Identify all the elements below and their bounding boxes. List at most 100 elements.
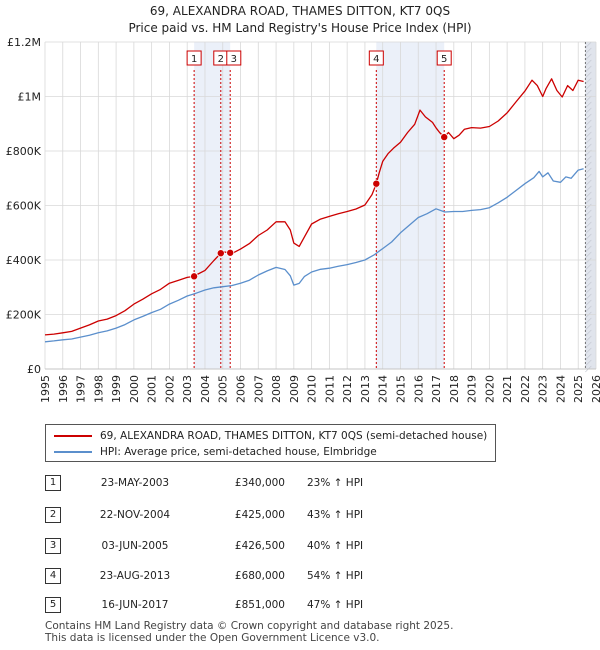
hatch-line [585,131,592,139]
hatch-line [585,89,592,97]
x-tick-label: 2013 [359,375,372,403]
x-tick-label: 2025 [572,375,585,403]
hatch-line [585,311,592,319]
y-tick-label: £800K [6,145,42,158]
hatch-line [585,305,592,313]
transaction-number: 2 [45,507,61,523]
transaction-label-text: 3 [231,54,237,65]
x-tick-label: 2009 [288,375,301,403]
transaction-price: £680,000 [234,570,285,582]
table-row: 2 22-NOV-2004 £425,000 43% ↑ HPI [45,507,465,523]
transaction-label-text: 1 [191,54,197,65]
hatch-line [585,251,592,259]
x-tick-label: 2004 [199,375,212,403]
x-tick-label: 2003 [181,375,194,403]
legend-swatch-property [54,435,92,437]
hatch-line [585,197,592,205]
y-tick-label: £1.2M [7,36,41,49]
hpi-line [44,168,584,343]
transaction-lines [193,42,586,369]
transaction-price: £851,000 [234,599,285,611]
hatch-line [585,263,592,271]
chart-subtitle: Price paid vs. HM Land Registry's House … [128,21,472,35]
hatch-line [585,143,592,151]
x-tick-label: 2015 [394,375,407,403]
hatch-line [585,227,592,235]
table-row: 4 23-AUG-2013 £680,000 54% ↑ HPI [45,568,465,584]
x-tick-label: 2012 [341,375,354,403]
hatch-line [585,155,592,163]
x-tick-label: 2020 [483,375,496,403]
x-tick-label: 2018 [448,375,461,403]
transaction-number: 4 [45,568,61,584]
x-tick-label: 2014 [377,375,390,403]
x-tick-label: 1998 [92,375,105,403]
hatch-line [585,281,592,289]
legend-label-hpi: HPI: Average price, semi-detached house,… [100,446,377,458]
hatch-line [585,209,592,217]
x-tick-label: 2023 [537,375,550,403]
hatch-line [585,125,592,133]
hatch-line [585,329,592,337]
hatch-line [585,167,592,175]
hatch-line [585,191,592,199]
transaction-label-text: 4 [373,54,379,65]
x-tick-label: 1995 [39,375,52,403]
transaction-point [226,248,235,257]
y-tick-label: £1M [18,91,42,104]
hatch-line [585,275,592,283]
hatch-line [585,335,592,343]
hatch-line [585,47,592,55]
transaction-date: 16-JUN-2017 [101,599,169,611]
x-tick-label: 1999 [110,375,123,403]
x-tick-label: 2021 [501,375,514,403]
hatch-line [585,185,592,193]
x-tick-label: 2024 [554,375,567,403]
x-tick-label: 2008 [270,375,283,403]
axes: £0 £200K £400K £600K £800K £1M £1.2M 1995 1996 19… [6,36,600,403]
x-tick-label: 1997 [75,375,88,403]
hatch-line [585,137,592,145]
transaction-hpi: 43% ↑ HPI [307,509,364,521]
x-tick-label: 2001 [146,375,159,403]
x-tick-label: 2019 [466,375,479,403]
table-row: 5 16-JUN-2017 £851,000 47% ↑ HPI [45,597,465,613]
hatch-line [585,215,592,223]
hatch-line [585,203,592,211]
y-tick-label: £200K [6,309,42,322]
transaction-label-box [226,50,242,66]
hatch-line [585,119,592,127]
x-tick-label: 2006 [235,375,248,403]
hatch-line [585,233,592,241]
transaction-label-box [368,50,384,66]
x-tick-label: 2002 [163,375,176,403]
hatch-line [585,173,592,181]
y-tick-label: £400K [6,254,42,267]
transaction-label-text: 5 [441,54,447,65]
hatch-line [585,293,592,301]
transaction-number: 3 [45,538,61,554]
transaction-date: 22-NOV-2004 [99,509,171,521]
property-price-line [44,78,584,336]
hatch-line [585,161,592,169]
transaction-label-text: 2 [218,54,224,65]
hatch-line [585,353,592,361]
table-row: 1 23-MAY-2003 £340,000 23% ↑ HPI [45,475,465,491]
transaction-hpi: 40% ↑ HPI [307,540,364,552]
series-lines [44,78,584,343]
hatch-line [585,101,592,109]
transaction-date: 23-MAY-2003 [100,477,170,489]
transaction-point [440,133,449,142]
hatch-line [585,221,592,229]
transaction-price: £426,500 [234,540,285,552]
transaction-hpi: 23% ↑ HPI [307,477,364,489]
x-tick-label: 2016 [412,375,425,403]
x-tick-label: 2000 [128,375,141,403]
hatch-line [585,317,592,325]
transaction-date: 03-JUN-2005 [101,540,169,552]
x-tick-label: 2007 [252,375,265,403]
transaction-price: £340,000 [234,477,285,489]
hatch-line [585,323,592,331]
